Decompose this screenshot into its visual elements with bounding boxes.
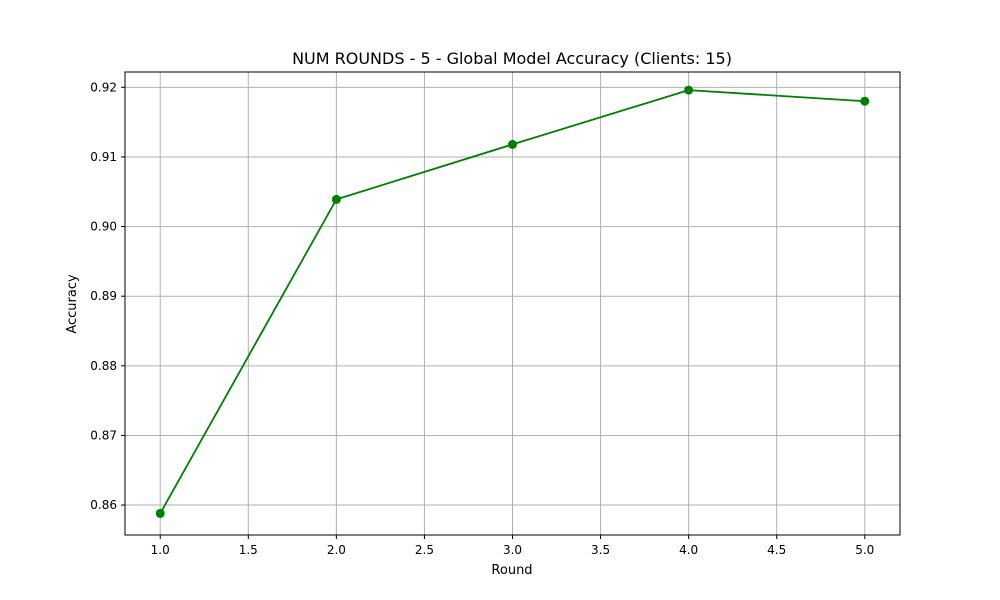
y-tick-label: 0.86 — [90, 498, 117, 512]
x-tick-label: 3.5 — [591, 543, 610, 557]
x-axis-label: Round — [491, 563, 532, 578]
x-tick-label: 5.0 — [855, 543, 874, 557]
series-group — [155, 85, 870, 518]
y-axis-label: Accuracy — [65, 274, 80, 334]
x-tick-label: 4.5 — [767, 543, 786, 557]
grid-lines — [125, 72, 900, 535]
y-tick-label: 0.87 — [90, 428, 117, 442]
y-tick-label: 0.89 — [90, 289, 117, 303]
x-tick-label: 1.5 — [239, 543, 258, 557]
y-tick-label: 0.92 — [90, 80, 117, 94]
x-tick-label: 2.5 — [415, 543, 434, 557]
data-point — [331, 194, 341, 204]
data-point — [155, 508, 165, 518]
x-axis-ticks: 1.0 1.5 2.0 2.5 3.0 3.5 4.0 4.5 5.0 — [151, 535, 874, 557]
x-tick-label: 3.0 — [503, 543, 522, 557]
y-axis-ticks: 0.86 0.87 0.88 0.89 0.90 0.91 0.92 — [90, 80, 125, 512]
data-point — [684, 85, 694, 95]
x-tick-label: 2.0 — [327, 543, 346, 557]
x-tick-label: 1.0 — [151, 543, 170, 557]
y-tick-label: 0.90 — [90, 220, 117, 234]
chart-title: NUM ROUNDS - 5 - Global Model Accuracy (… — [292, 49, 732, 68]
data-point — [508, 139, 517, 149]
y-tick-label: 0.91 — [90, 150, 117, 164]
data-point — [860, 96, 870, 106]
y-tick-label: 0.88 — [90, 359, 117, 373]
x-tick-label: 4.0 — [679, 543, 698, 557]
